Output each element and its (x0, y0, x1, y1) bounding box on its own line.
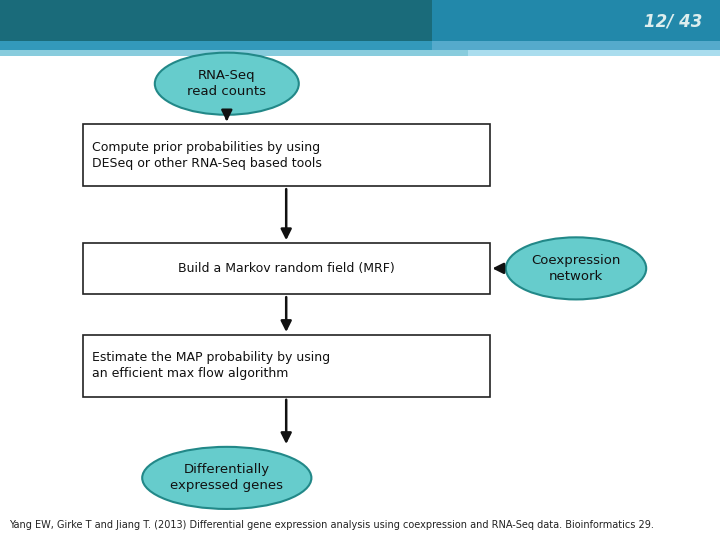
Bar (432, 0, 720, 41)
Ellipse shape (155, 52, 299, 115)
Ellipse shape (143, 447, 311, 509)
Text: Yang EW, Girke T and Jiang T. (2013) Differential gene expression analysis using: Yang EW, Girke T and Jiang T. (2013) Dif… (9, 520, 654, 530)
Bar (0, 41, 720, 50)
Text: RNA-Seq
read counts: RNA-Seq read counts (187, 69, 266, 98)
Bar (0, 50, 720, 56)
Text: Estimate the MAP probability by using
an efficient max flow algorithm: Estimate the MAP probability by using an… (92, 352, 330, 380)
Bar (83, 124, 490, 186)
Text: 12/ 43: 12/ 43 (644, 12, 702, 31)
Bar (468, 50, 720, 56)
Bar (0, 0, 720, 41)
Bar (83, 243, 490, 294)
Text: Differentially
expressed genes: Differentially expressed genes (171, 463, 283, 492)
Ellipse shape (505, 238, 647, 299)
Text: Coexpression
network: Coexpression network (531, 254, 621, 283)
Bar (432, 41, 720, 50)
Bar (83, 335, 490, 397)
Text: Compute prior probabilities by using
DESeq or other RNA-Seq based tools: Compute prior probabilities by using DES… (92, 141, 322, 170)
Text: Build a Markov random field (MRF): Build a Markov random field (MRF) (178, 262, 395, 275)
